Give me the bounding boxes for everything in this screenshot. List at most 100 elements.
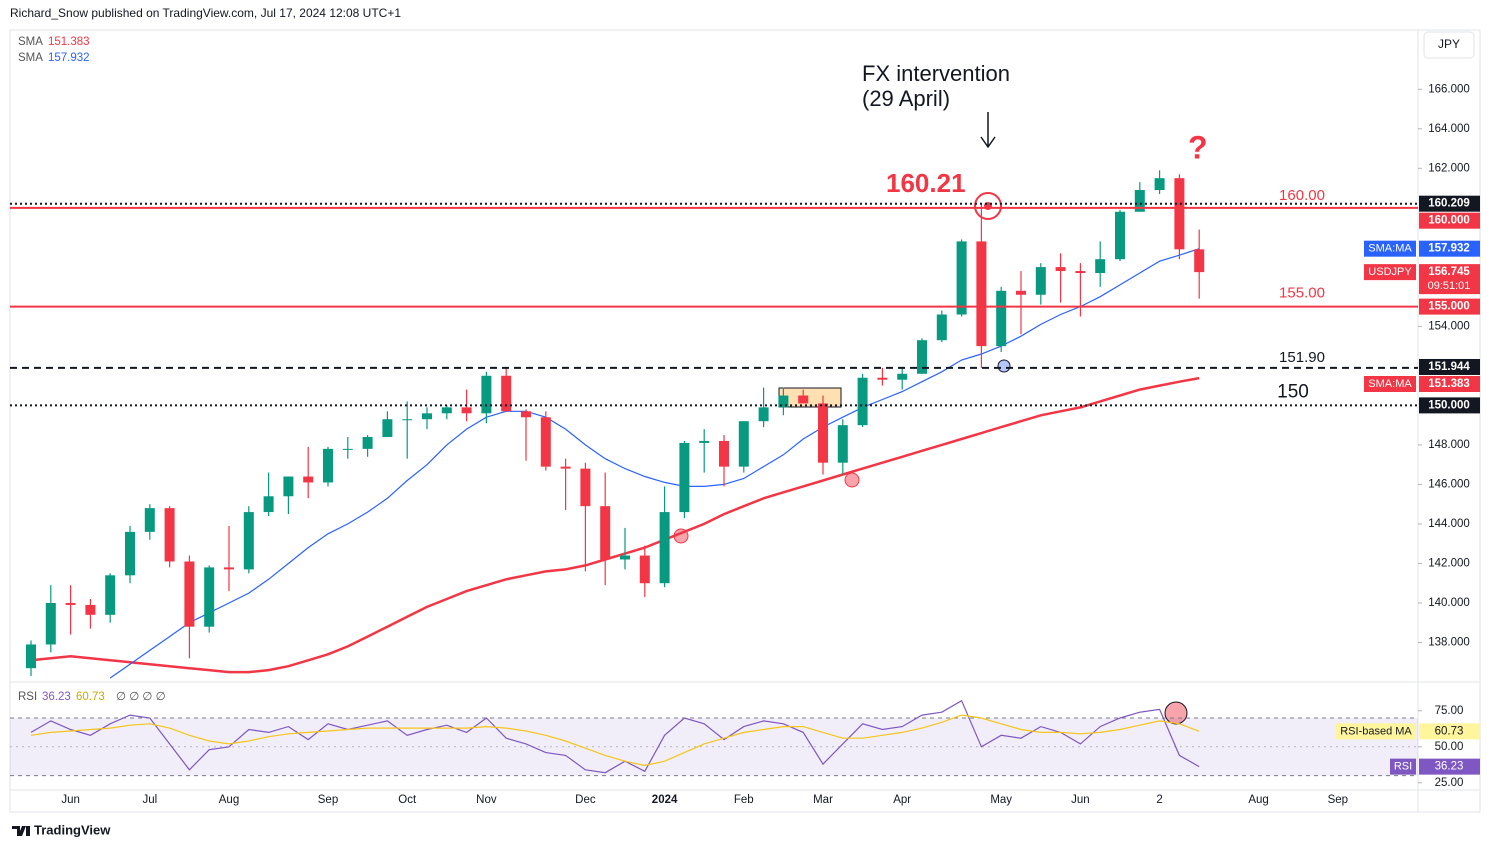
annotation: (29 April) <box>862 86 950 111</box>
candle-body <box>1095 259 1106 274</box>
candle-body <box>778 395 789 408</box>
candle-body <box>798 395 809 404</box>
rsi-pane <box>10 699 1418 777</box>
axis-badge-name-box <box>1364 240 1416 257</box>
legend-name: RSI <box>18 691 37 703</box>
candle-body <box>263 496 274 513</box>
candle-body <box>283 476 294 497</box>
axis-badge <box>1419 212 1480 229</box>
rsi-line <box>30 714 1200 767</box>
level-label: 150 <box>1277 381 1309 402</box>
candle-body <box>837 425 848 463</box>
brand-logo <box>12 826 30 836</box>
candle-body <box>639 555 650 584</box>
currency: JPY <box>1438 37 1460 51</box>
candle-body <box>818 403 828 463</box>
x-tick-label: Jul <box>142 794 157 806</box>
rsi-line <box>30 699 1200 774</box>
y-tick-label: 75.00 <box>1435 705 1464 717</box>
x-tick-label: Oct <box>398 794 417 806</box>
axis-badge-name-box <box>1390 758 1416 775</box>
x-tick-label: Jun <box>1071 794 1090 806</box>
axis-badge-value: 151.944 <box>1428 361 1470 373</box>
candle-body <box>243 512 254 570</box>
candle-body <box>1055 267 1066 272</box>
candle-body <box>481 375 492 414</box>
x-tick-label: Dec <box>575 794 596 806</box>
axis-badge-name: SMA:MA <box>1368 243 1412 255</box>
legend-name: SMA <box>18 36 43 48</box>
price-pane <box>26 170 1205 679</box>
x-tick-label: 2 <box>1156 794 1162 806</box>
y-tick-label: 25.00 <box>1435 777 1464 789</box>
x-tick-label: Jun <box>61 794 80 806</box>
legend-value: 60.73 <box>76 691 105 703</box>
legend-value: 157.932 <box>48 52 90 64</box>
x-tick-label: Sep <box>1328 794 1348 806</box>
candle-body <box>1154 178 1165 191</box>
candle-body <box>1035 267 1046 295</box>
y-tick-label: 146.000 <box>1428 478 1470 490</box>
legend-name: SMA <box>18 52 43 64</box>
candle-body <box>342 448 353 450</box>
legend-value: 151.383 <box>48 36 90 48</box>
highlight-circle <box>997 359 1011 373</box>
candle-body <box>877 377 888 380</box>
x-tick-label: Sep <box>318 794 338 806</box>
axis-badge-value: 157.932 <box>1428 243 1470 255</box>
axis-badge-value: 160.209 <box>1428 198 1470 210</box>
axis-badge-value: 155.000 <box>1428 301 1470 313</box>
x-tick-label: May <box>990 794 1012 806</box>
sma-line <box>30 376 1200 674</box>
axis-badge-value: 150.000 <box>1428 399 1470 411</box>
candle-body <box>125 531 135 576</box>
candle-body <box>204 567 215 627</box>
candle-body <box>461 407 472 414</box>
candle-body <box>699 440 710 443</box>
level-label: 151.90 <box>1279 349 1325 366</box>
y-tick-label: 138.000 <box>1428 637 1470 649</box>
candle-body <box>976 241 987 347</box>
axis-badge <box>1419 758 1480 775</box>
y-tick-label: 50.00 <box>1435 741 1464 753</box>
candle-body <box>1194 249 1205 273</box>
y-tick-label: 142.000 <box>1428 557 1470 569</box>
x-tick-label: Aug <box>1248 794 1268 806</box>
axis-badge-value: 60.73 <box>1435 725 1464 737</box>
y-tick-label: 166.000 <box>1428 83 1470 95</box>
candle-body <box>936 314 947 341</box>
axis-badge-name-box <box>1336 723 1416 740</box>
legend-extra: ∅ ∅ ∅ ∅ <box>116 691 166 703</box>
candle-body <box>620 555 630 560</box>
axis-badge <box>1419 195 1480 212</box>
axis-badge-sub: 09:51:01 <box>1428 280 1471 292</box>
candle-body <box>105 575 116 615</box>
candle-body <box>659 512 670 584</box>
candle-body <box>164 508 175 562</box>
candle-body <box>1115 211 1125 260</box>
candle-body <box>362 437 373 449</box>
annotation: FX intervention <box>862 61 1010 86</box>
x-tick-label: 2024 <box>652 794 678 806</box>
legend-value: 36.23 <box>42 691 71 703</box>
axis-badge <box>1419 723 1480 740</box>
axis-badge-name: RSI <box>1394 761 1412 773</box>
candle-body <box>65 602 76 605</box>
candle-body <box>1134 190 1145 212</box>
candle-body <box>540 417 551 467</box>
y-tick-label: 162.000 <box>1428 162 1470 174</box>
candle-body <box>758 407 769 422</box>
candle-body <box>897 373 908 380</box>
candle-body <box>501 375 512 412</box>
axis-badge-value: 160.000 <box>1428 215 1470 227</box>
candle-body <box>917 340 927 374</box>
axis-badge-value: 156.745 <box>1428 266 1470 278</box>
candle-body <box>996 290 1007 347</box>
currency-button[interactable] <box>1423 31 1475 59</box>
axis-badge <box>1419 298 1480 315</box>
candle-body <box>441 407 452 414</box>
y-tick-label: 144.000 <box>1428 518 1470 530</box>
axis-badge <box>1419 358 1480 375</box>
candle-body <box>679 442 690 513</box>
